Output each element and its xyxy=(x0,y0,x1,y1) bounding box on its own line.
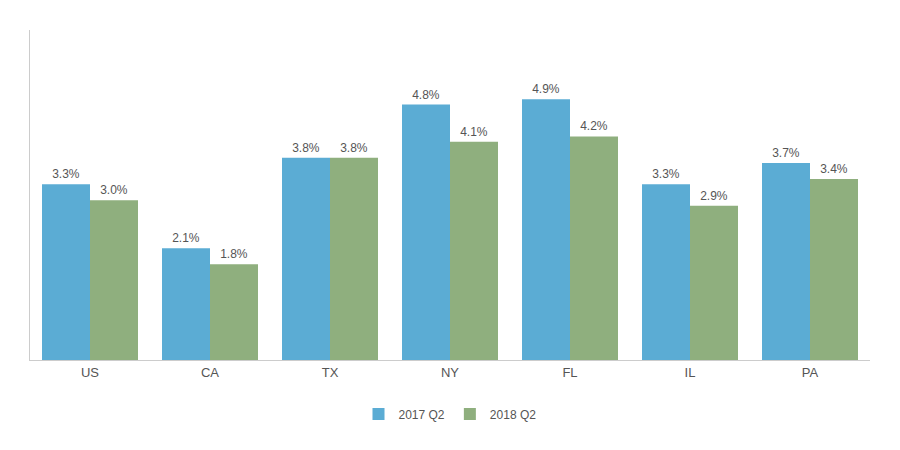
svg-text:4.1%: 4.1% xyxy=(460,125,488,139)
svg-text:3.8%: 3.8% xyxy=(340,141,368,155)
svg-text:3.4%: 3.4% xyxy=(820,162,848,176)
svg-text:2018 Q2: 2018 Q2 xyxy=(490,408,536,422)
svg-text:IL: IL xyxy=(685,365,696,380)
svg-text:US: US xyxy=(81,365,99,380)
svg-text:4.2%: 4.2% xyxy=(580,119,608,133)
svg-text:2017 Q2: 2017 Q2 xyxy=(399,408,445,422)
svg-text:3.8%: 3.8% xyxy=(292,141,320,155)
svg-text:PA: PA xyxy=(802,365,819,380)
svg-text:3.0%: 3.0% xyxy=(100,183,128,197)
svg-text:1.8%: 1.8% xyxy=(220,247,248,261)
svg-text:2.9%: 2.9% xyxy=(700,189,728,203)
svg-text:FL: FL xyxy=(562,365,577,380)
svg-text:3.3%: 3.3% xyxy=(52,167,80,181)
svg-text:CA: CA xyxy=(201,365,219,380)
svg-text:4.9%: 4.9% xyxy=(532,82,560,96)
svg-text:3.3%: 3.3% xyxy=(652,167,680,181)
svg-text:2.1%: 2.1% xyxy=(172,231,200,245)
svg-text:3.7%: 3.7% xyxy=(772,146,800,160)
svg-text:TX: TX xyxy=(322,365,339,380)
svg-text:4.8%: 4.8% xyxy=(412,88,440,102)
svg-text:NY: NY xyxy=(441,365,459,380)
